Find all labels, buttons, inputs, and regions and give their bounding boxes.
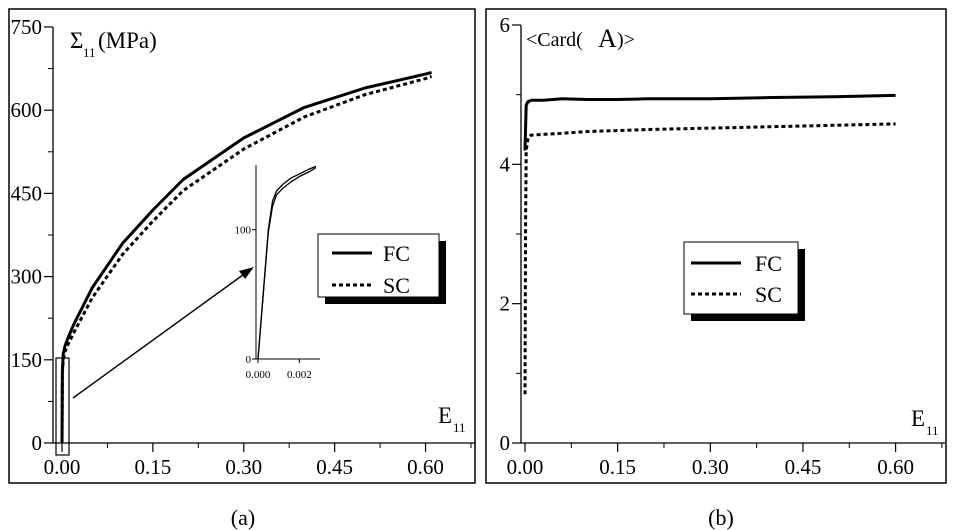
series-line-sc [523, 122, 896, 395]
y-axis-label-set: A [598, 24, 617, 53]
y-axis-label-unit: (MPa) [98, 28, 157, 53]
zoom-arrow-line [72, 271, 248, 399]
x-tick-label: 0.15 [135, 455, 172, 479]
y-tick-label: 0 [32, 431, 43, 455]
y-tick-label: 450 [11, 181, 43, 205]
inset-x-tick-label: 0.002 [287, 369, 312, 381]
x-tick-label: 0.00 [507, 455, 544, 479]
x-tick-label: 0.15 [599, 455, 636, 479]
x-axis-label-subscript: 11 [926, 423, 939, 438]
legend-box [317, 233, 440, 298]
legend-label-fc: FC [755, 251, 782, 276]
inset-series-line-fc [257, 165, 317, 360]
panel-b: 0 2 4 6 0.00 0.15 0.30 0.45 0.60 <Card( A)> E 11 FC SC… [485, 8, 947, 530]
y-tick-label: 0 [500, 431, 511, 455]
panel-frame [8, 8, 476, 484]
y-tick-label: 4 [500, 152, 511, 176]
x-tick-label: 0.30 [225, 455, 262, 479]
x-axis-label: E [438, 403, 452, 428]
x-tick-label: 0.45 [785, 455, 822, 479]
x-tick-label: 0.60 [877, 455, 914, 479]
y-axis-label: <Card( [526, 29, 583, 51]
x-tick-label: 0.30 [692, 455, 729, 479]
legend-label-sc: SC [383, 273, 410, 298]
y-axis-label: Σ [70, 28, 83, 53]
y-tick-label: 600 [11, 98, 43, 122]
series-line-fc [523, 93, 896, 151]
y-tick-label: 150 [11, 348, 43, 372]
series-line-sc [60, 74, 433, 444]
x-axis-label: E [911, 406, 925, 431]
y-axis-label-end: )> [617, 29, 635, 51]
x-axis-label-subscript: 11 [453, 420, 466, 435]
panel-label: (a) [231, 505, 255, 530]
inset-series-line-sc [257, 167, 317, 360]
x-tick-label: 0.00 [44, 455, 81, 479]
inset-x-tick-label: 0.000 [246, 369, 271, 381]
inset-y-tick-label: 100 [235, 225, 252, 237]
zoom-box [55, 357, 70, 456]
x-tick-label: 0.45 [316, 455, 353, 479]
zoom-arrow-head [239, 267, 254, 279]
panel-label: (b) [708, 505, 734, 530]
panel-frame [485, 8, 947, 484]
y-tick-label: 2 [500, 292, 511, 316]
legend-label-fc: FC [383, 241, 410, 266]
y-tick-label: 300 [11, 265, 43, 289]
x-tick-label: 0.60 [407, 455, 444, 479]
legend-label-sc: SC [755, 282, 782, 307]
legend-box [683, 241, 799, 315]
y-axis-label-subscript: 11 [83, 45, 96, 60]
y-tick-label: 750 [11, 15, 43, 39]
inset-y-tick-label: 0 [246, 354, 252, 366]
y-tick-label: 6 [500, 13, 511, 37]
